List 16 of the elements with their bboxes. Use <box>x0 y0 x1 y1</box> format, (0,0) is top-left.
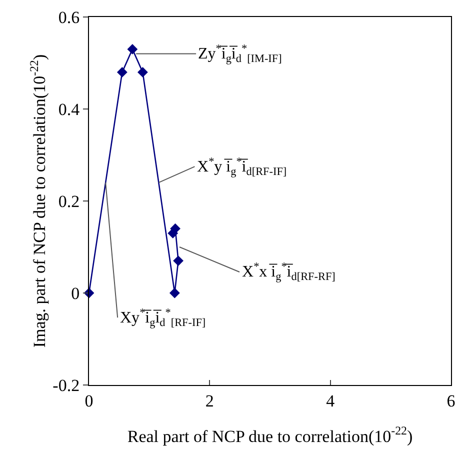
x-tick-label: 6 <box>446 391 456 410</box>
y-tick-label: 0.4 <box>58 100 80 119</box>
x-axis-title: Real part of NCP due to correlation(10$^{-22}$) <box>127 424 413 446</box>
point <box>127 44 138 54</box>
point <box>168 228 178 238</box>
y-tick-label: -0.2 <box>52 376 80 395</box>
point <box>116 67 128 78</box>
x-tick-label: 2 <box>205 391 214 410</box>
point <box>169 288 180 298</box>
y-tick-label: 0.2 <box>58 192 80 211</box>
point <box>138 67 148 78</box>
point <box>173 256 184 266</box>
x-tick-label: 4 <box>326 391 336 410</box>
x-tick-label: 0 <box>84 391 94 410</box>
y-tick-label: 0 <box>71 284 80 303</box>
y-tick-label: 0.6 <box>58 8 80 27</box>
